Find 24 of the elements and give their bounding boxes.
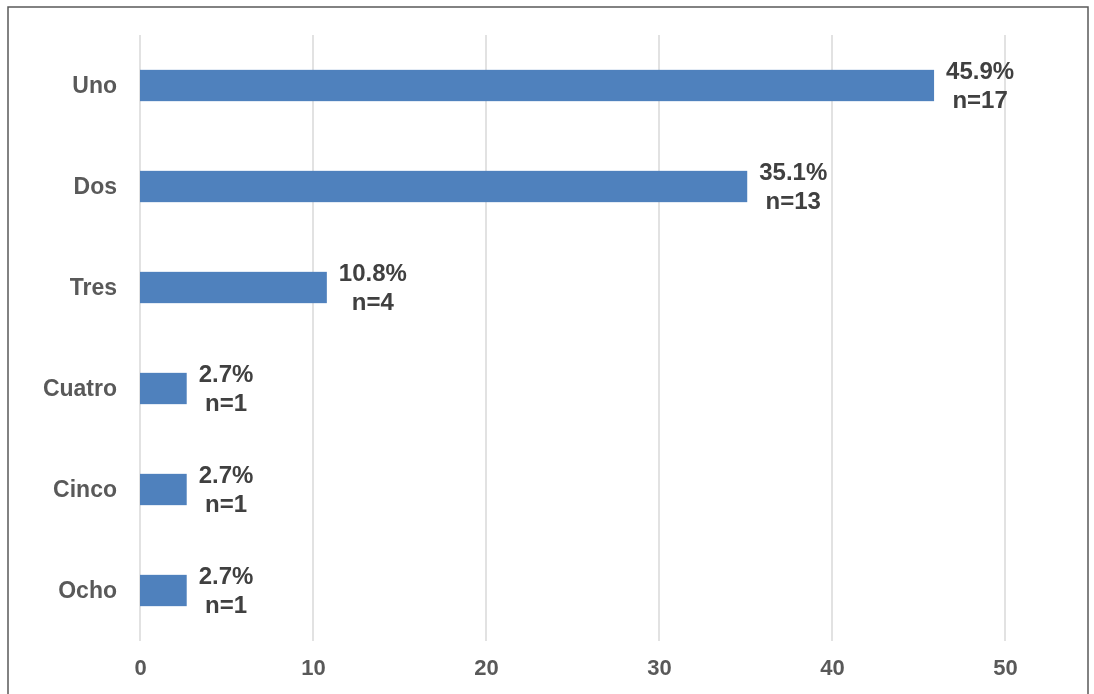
bar — [140, 473, 187, 506]
x-tick-label: 20 — [474, 654, 499, 680]
data-label: 35.1% n=13 — [759, 158, 828, 214]
bar — [140, 170, 748, 203]
y-tick-label: Tres — [69, 273, 117, 300]
x-tick-label: 40 — [820, 654, 845, 680]
data-label: 2.7% n=1 — [198, 461, 254, 517]
y-tick-label: Cinco — [53, 475, 117, 502]
x-tick-label: 50 — [993, 654, 1018, 680]
data-label: 10.8% n=4 — [338, 259, 407, 315]
bar — [140, 574, 187, 607]
x-tick-label: 10 — [301, 654, 326, 680]
y-tick-label: Uno — [72, 71, 117, 98]
data-label: 45.9% n=17 — [946, 57, 1015, 113]
y-tick-label: Ocho — [58, 576, 117, 603]
y-tick-label: Dos — [73, 172, 117, 199]
x-tick-label: 0 — [134, 654, 147, 680]
x-tick-label: 30 — [647, 654, 672, 680]
data-label: 2.7% n=1 — [198, 360, 254, 416]
y-tick-label: Cuatro — [42, 374, 117, 401]
bar — [140, 372, 187, 405]
data-label: 2.7% n=1 — [198, 562, 254, 618]
bar — [140, 69, 935, 102]
bar — [140, 271, 327, 304]
